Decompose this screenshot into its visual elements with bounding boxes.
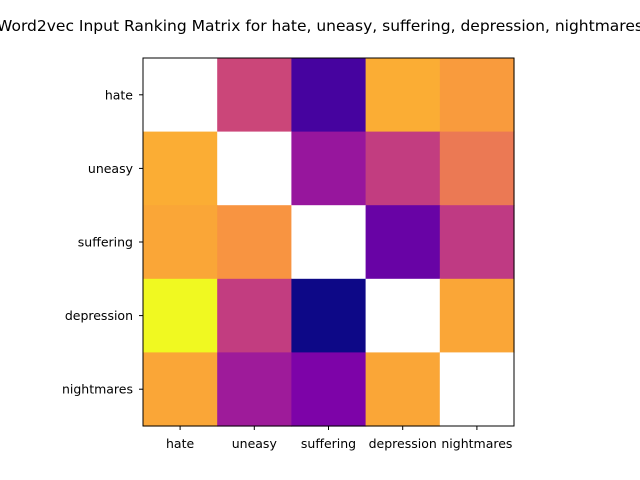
- heatmap-cell-hate-depression: [365, 58, 441, 133]
- x-tick-label: uneasy: [232, 436, 278, 451]
- x-axis-ticks: hate uneasy suffering depression nightmares: [166, 426, 512, 451]
- heatmap-cell-hate-hate: [143, 58, 218, 133]
- x-tick-label: depression: [369, 436, 437, 451]
- heatmap-cell-nightmares-nightmares: [439, 352, 515, 427]
- x-tick-label: nightmares: [441, 436, 512, 451]
- heatmap-cell-uneasy-suffering: [291, 131, 367, 206]
- heatmap-cell-depression-depression: [365, 278, 441, 353]
- heatmap-cell-hate-uneasy: [217, 58, 292, 133]
- heatmap-cell-depression-suffering: [291, 278, 367, 353]
- y-tick-label: uneasy: [88, 161, 134, 176]
- heatmap-cell-uneasy-depression: [365, 131, 441, 206]
- heatmap-cell-hate-nightmares: [439, 58, 515, 133]
- y-tick-label: depression: [65, 308, 133, 323]
- heatmap-cell-depression-nightmares: [439, 278, 515, 353]
- heatmap-cell-hate-suffering: [291, 58, 367, 133]
- chart-title: Word2vec Input Ranking Matrix for hate, …: [0, 17, 640, 35]
- heatmap-cell-uneasy-nightmares: [439, 131, 515, 206]
- y-tick-label: hate: [105, 87, 133, 102]
- y-tick-label: nightmares: [62, 382, 133, 397]
- heatmap-cell-suffering-uneasy: [217, 205, 292, 280]
- y-tick-label: suffering: [78, 235, 133, 250]
- heatmap-cells: [143, 58, 515, 427]
- x-tick-label: suffering: [301, 436, 356, 451]
- heatmap-cell-nightmares-hate: [143, 352, 218, 427]
- heatmap-cell-nightmares-uneasy: [217, 352, 292, 427]
- heatmap-cell-uneasy-hate: [143, 131, 218, 206]
- heatmap-cell-suffering-nightmares: [439, 205, 515, 280]
- heatmap-cell-suffering-suffering: [291, 205, 367, 280]
- y-axis-ticks: hate uneasy suffering depression nightmares: [62, 87, 143, 397]
- heatmap-cell-depression-uneasy: [217, 278, 292, 353]
- heatmap-cell-depression-hate: [143, 278, 218, 353]
- heatmap-cell-suffering-depression: [365, 205, 441, 280]
- heatmap-cell-uneasy-uneasy: [217, 131, 292, 206]
- heatmap-cell-suffering-hate: [143, 205, 218, 280]
- heatmap-cell-nightmares-depression: [365, 352, 441, 427]
- x-tick-label: hate: [166, 436, 194, 451]
- heatmap-cell-nightmares-suffering: [291, 352, 367, 427]
